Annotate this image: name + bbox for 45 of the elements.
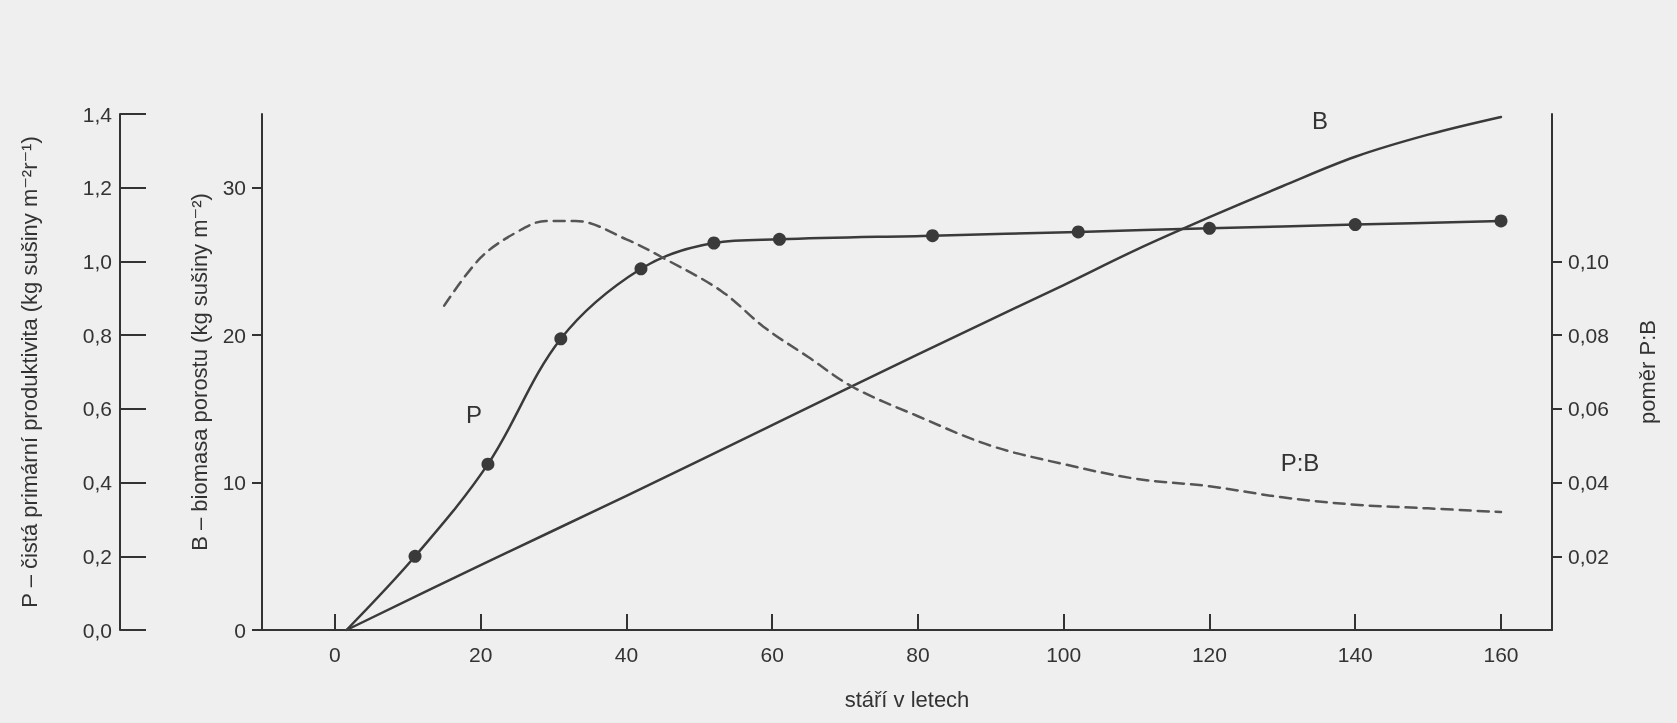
point xyxy=(1202,221,1216,235)
point xyxy=(634,262,648,276)
y-tick-label: 1,2 xyxy=(82,176,112,200)
point xyxy=(554,332,568,346)
y-tick-label: 1,4 xyxy=(82,102,113,126)
y2-tick-label: 10 xyxy=(222,471,246,495)
y3-axis-title: poměr P:B xyxy=(1634,320,1660,424)
x-tick-label: 60 xyxy=(760,643,784,666)
y2-tick-label: 30 xyxy=(222,176,246,200)
y3-tick-label: 0,06 xyxy=(1568,397,1609,421)
y2-tick-label: 20 xyxy=(222,323,246,347)
annotation: P:B xyxy=(1280,448,1320,476)
point xyxy=(481,457,495,471)
point xyxy=(772,232,786,246)
line-series xyxy=(442,219,1503,514)
x-tick-label: 140 xyxy=(1337,643,1373,666)
y-tick-label: 0,6 xyxy=(82,397,112,421)
x-tick-label: 100 xyxy=(1046,643,1082,666)
x-tick-label: 0 xyxy=(329,643,341,666)
y3-tick-label: 0,04 xyxy=(1568,471,1610,495)
y-tick-label: 0,4 xyxy=(82,471,113,495)
y3-tick-label: 0,10 xyxy=(1568,249,1609,273)
x-tick-label: 80 xyxy=(906,643,930,666)
y-axis-title: P – čistá primární produktivita (kg sušiny m⁻²r⁻¹) xyxy=(16,136,42,608)
annotation: B xyxy=(1311,106,1329,134)
y-tick-label: 1,0 xyxy=(82,249,112,273)
annotation: P xyxy=(465,400,483,428)
y-tick-label: 0,0 xyxy=(82,618,112,642)
y3-tick-label: 0,02 xyxy=(1568,544,1609,568)
x-axis-title: stáří v letech xyxy=(844,686,970,712)
x-tick-label: 160 xyxy=(1483,643,1519,666)
x-tick-label: 120 xyxy=(1191,643,1227,666)
point xyxy=(1071,225,1085,239)
y2-tick-label: 0 xyxy=(234,618,246,642)
point xyxy=(408,549,422,563)
y2-axis-title: B – biomasa porostu (kg sušiny m⁻²) xyxy=(186,193,212,551)
x-tick-label: 40 xyxy=(614,643,639,666)
y-tick-label: 0,2 xyxy=(82,544,112,568)
point xyxy=(1494,214,1508,228)
y-tick-label: 0,8 xyxy=(82,323,112,347)
point xyxy=(1348,218,1362,232)
point xyxy=(926,229,940,243)
x-tick-label: 20 xyxy=(468,643,493,666)
y3-tick-label: 0,08 xyxy=(1568,323,1609,347)
point xyxy=(707,236,721,250)
